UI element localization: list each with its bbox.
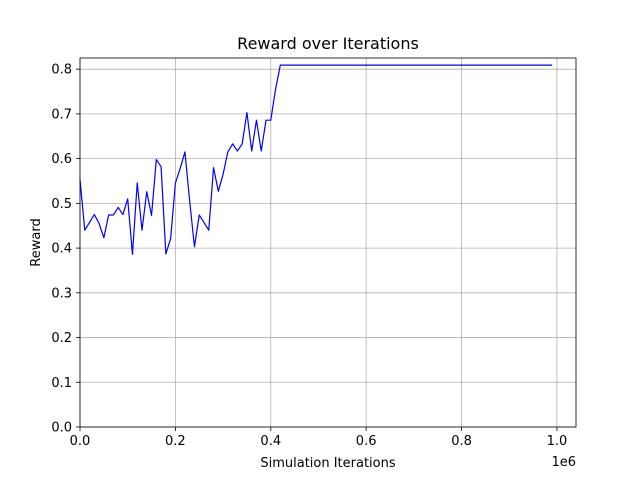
x-tick-label: 0.6 [356,434,377,449]
y-tick-label: 0.2 [51,331,72,346]
y-tick-label: 0.4 [51,242,72,257]
plot-frame [79,57,577,428]
x-axis-offset-label: 1e6 [551,455,576,470]
x-axis-label: Simulation Iterations [260,456,396,471]
reward-series-line [79,64,553,255]
y-tick-label: 0.0 [51,421,72,436]
y-tick-label: 0.1 [51,376,72,391]
axes: 0.0 0.2 0.4 0.6 0.8 1.0 0.0 0.1 0.2 0.3 0.4 0.5 0.6 0… [51,57,577,449]
grid [79,58,576,428]
y-axis-label: Reward [29,218,44,266]
x-tick-label: 0.2 [165,434,186,449]
chart-title: Reward over Iterations [237,34,419,53]
y-tick-label: 0.3 [51,286,72,301]
y-tick-label: 0.5 [51,197,72,212]
x-tick-label: 0.8 [451,434,472,449]
x-tick-label: 0.4 [260,434,281,449]
y-tick-label: 0.8 [51,63,72,78]
x-tick-label: 0.0 [70,434,91,449]
y-tick-label: 0.6 [51,152,72,167]
y-tick-label: 0.7 [51,107,72,122]
series-layer [79,64,553,255]
x-tick-label: 1.0 [547,434,568,449]
